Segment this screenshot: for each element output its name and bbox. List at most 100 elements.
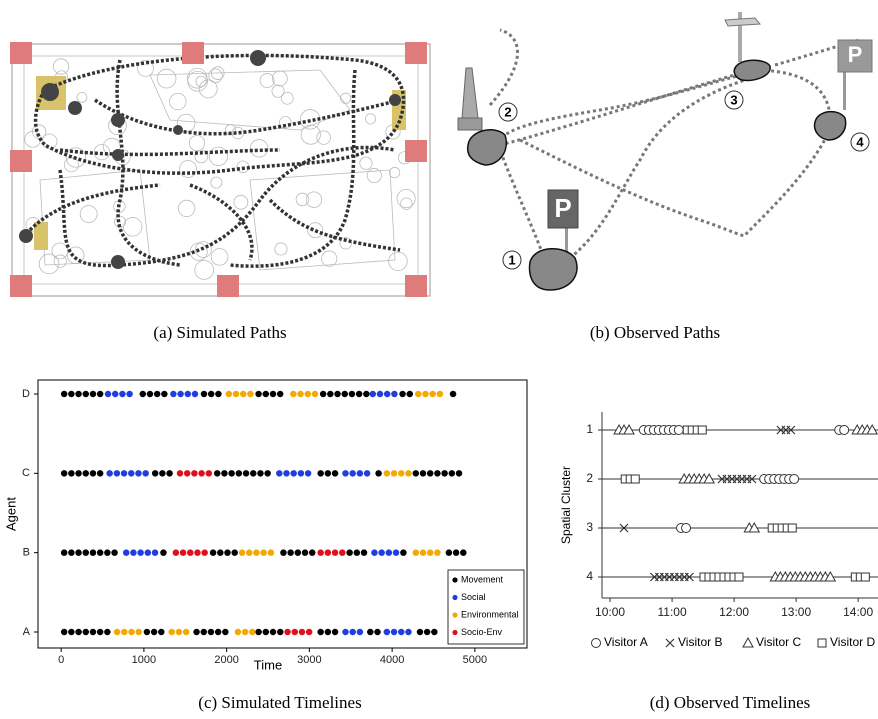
symbol — [861, 573, 869, 581]
observed-timelines: 1 2 3 4 10:00 11:00 12:00 13:00 14:00 Spatial Clu… — [559, 412, 878, 712]
visit-interval — [760, 475, 799, 484]
y-tick-label: 3 — [586, 520, 593, 534]
visit-interval — [768, 524, 796, 532]
caption: (d) Observed Timelines — [650, 693, 811, 712]
visit-interval — [614, 425, 634, 434]
y-tick-label: 4 — [586, 569, 593, 583]
x-tick-label: 11:00 — [658, 605, 687, 619]
simulated-paths-map: (a) Simulated Paths — [10, 42, 430, 342]
visit-interval — [852, 425, 877, 434]
figure: (a) Simulated Paths P P — [0, 0, 878, 719]
symbol — [682, 524, 691, 533]
legend-swatch — [452, 595, 457, 600]
entrance — [10, 150, 32, 172]
symbol — [840, 426, 849, 435]
x-tick-label: 4000 — [380, 654, 404, 666]
symbol — [743, 638, 753, 647]
observed-trail — [499, 72, 752, 260]
cluster — [389, 94, 401, 106]
visit-interval — [744, 523, 759, 532]
cluster — [530, 249, 577, 290]
legend-label: Social — [461, 592, 486, 602]
x-tick-label: 12:00 — [719, 605, 749, 619]
x-axis-label: Time — [254, 657, 282, 672]
legend-label: Visitor D — [830, 635, 875, 649]
symbol — [818, 639, 826, 647]
legend-label: Visitor C — [756, 635, 801, 649]
y-axis-label: Spatial Cluster — [559, 466, 573, 544]
parking-sign: P — [548, 190, 578, 255]
y-tick-label: 2 — [586, 471, 593, 485]
cluster-number: 3 — [730, 92, 737, 107]
cluster-number: 2 — [504, 104, 511, 119]
visit-interval — [851, 573, 869, 581]
legend-swatch — [452, 577, 457, 582]
observed-clusters — [468, 60, 846, 290]
legend-label: Visitor A — [604, 635, 648, 649]
x-tick-label: 14:00 — [843, 605, 873, 619]
cluster — [111, 113, 125, 127]
visit-interval — [770, 572, 835, 581]
symbol — [592, 639, 601, 648]
y-tick-label: A — [23, 626, 31, 638]
cluster-markers: 1 2 3 4 — [499, 91, 869, 269]
x-tick-label: 10:00 — [595, 605, 625, 619]
entrance — [10, 42, 32, 64]
symbol — [631, 475, 639, 483]
entrance — [405, 275, 427, 297]
cluster — [173, 125, 183, 135]
x-tick-label: 5000 — [463, 654, 487, 666]
cluster — [112, 149, 124, 161]
symbol — [674, 426, 683, 435]
cluster — [468, 130, 507, 165]
symbol — [698, 426, 706, 434]
entrance — [10, 275, 32, 297]
sign-text: P — [848, 42, 863, 67]
x-tick-label: 2000 — [214, 654, 238, 666]
cluster — [68, 101, 82, 115]
x-tick-label: 1000 — [132, 654, 156, 666]
x-tick-label: 13:00 — [781, 605, 811, 619]
cluster — [111, 255, 125, 269]
y-tick-label: C — [22, 467, 30, 479]
y-axis-label: Agent — [3, 497, 18, 531]
visit-interval — [683, 426, 706, 434]
visit-interval — [679, 474, 714, 483]
observed-paths-map: P P 1 2 3 4 (b) Observed Paths — [458, 12, 872, 342]
cluster — [734, 60, 770, 80]
cluster — [815, 112, 846, 140]
y-tick-label: D — [22, 388, 30, 400]
obelisk — [458, 68, 482, 130]
y-tick-label: B — [23, 547, 30, 559]
visit-interval — [677, 524, 691, 533]
entrance — [405, 42, 427, 64]
visit-interval — [700, 573, 743, 581]
legend-swatch — [452, 630, 457, 635]
entrance — [182, 42, 204, 64]
legend-label: Movement — [461, 574, 504, 584]
caption: (a) Simulated Paths — [153, 323, 286, 342]
y-tick-label: 1 — [586, 422, 593, 436]
cluster-number: 4 — [856, 134, 864, 149]
sign-text: P — [554, 193, 571, 223]
symbol — [735, 573, 743, 581]
observed-trail — [490, 30, 745, 265]
cluster-number: 1 — [508, 252, 515, 267]
x-tick-label: 0 — [58, 654, 64, 666]
caption: (b) Observed Paths — [590, 323, 720, 342]
symbol — [666, 639, 674, 647]
symbol — [790, 475, 799, 484]
visit-interval — [835, 426, 849, 435]
simulated-timelines: 0 1000 2000 3000 4000 5000 A B C D Time Agent Moveme… — [3, 380, 527, 712]
visit-interval — [621, 475, 639, 483]
parking-sign: P — [838, 40, 872, 110]
legend-label: Socio-Env — [461, 627, 503, 637]
cluster — [41, 83, 59, 101]
signpost — [725, 12, 760, 62]
caption: (c) Simulated Timelines — [198, 693, 361, 712]
cluster — [19, 229, 33, 243]
symbol — [788, 524, 796, 532]
x-tick-label: 3000 — [297, 654, 321, 666]
legend-label: Environmental — [461, 609, 519, 619]
legend-swatch — [452, 612, 457, 617]
